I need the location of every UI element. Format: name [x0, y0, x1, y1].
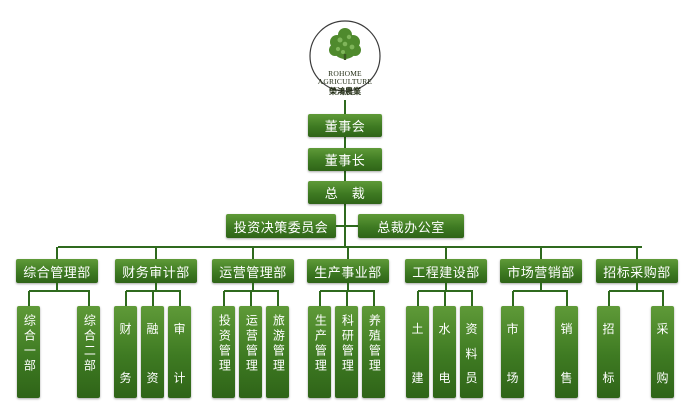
president-box: 总 裁: [308, 181, 382, 204]
unit-label: 财务: [119, 322, 132, 385]
connector-unit-4-1: [318, 291, 321, 306]
unit-box-5-3: 资料员: [460, 306, 483, 398]
unit-label: 审计: [173, 322, 186, 385]
unit-box-4-2: 科研管理: [335, 306, 358, 398]
unit-box-6-2: 销售: [555, 306, 578, 398]
connector-dept-units-6: [540, 283, 542, 291]
connector-bus-dept-2: [155, 247, 157, 259]
unit-box-3-3: 旅游管理: [266, 306, 289, 398]
connector-dept-units-1: [56, 283, 58, 291]
connector-unit-4-2: [345, 291, 348, 306]
connector-bus-dept-7: [636, 247, 638, 259]
department-box-7: 招标采购部: [596, 259, 678, 283]
unit-label: 科研管理: [340, 314, 355, 374]
unit-box-1-1: 综合一部: [17, 306, 40, 398]
unit-label: 市场: [506, 322, 519, 385]
chairman-box: 董事长: [308, 148, 382, 171]
unit-label: 融资: [146, 322, 159, 385]
connector-unit-3-1: [222, 291, 225, 306]
connector-board-chairman: [344, 137, 346, 148]
company-logo: [309, 20, 381, 92]
connector-unit-6-2: [565, 291, 568, 306]
connector-dept-units-4: [347, 283, 349, 291]
unit-box-5-1: 土建: [406, 306, 429, 398]
connector-unit-6-1: [511, 291, 514, 306]
unit-label: 销售: [560, 322, 573, 385]
unit-label: 资料员: [465, 322, 478, 385]
connector-unit-2-1: [124, 291, 127, 306]
connector-bus-dept-3: [252, 247, 254, 259]
unit-bus-6: [512, 290, 568, 292]
connector-unit-2-2: [151, 291, 154, 306]
unit-label: 养殖管理: [367, 314, 382, 374]
connector-unit-1-1: [27, 291, 30, 306]
connector-unit-2-3: [178, 291, 181, 306]
department-box-1: 综合管理部: [16, 259, 98, 283]
unit-label: 土建: [411, 322, 424, 385]
department-bus: [58, 246, 642, 248]
unit-label: 水电: [438, 322, 451, 385]
connector-committee-office: [336, 225, 358, 227]
connector-bus-dept-6: [540, 247, 542, 259]
unit-label: 运营管理: [244, 314, 259, 374]
connector-chairman-president: [344, 171, 346, 181]
logo-chinese-name: 榮鴻農業: [329, 87, 361, 96]
unit-box-5-2: 水电: [433, 306, 456, 398]
unit-label: 旅游管理: [271, 314, 286, 374]
connector-unit-3-2: [249, 291, 252, 306]
connector-unit-5-3: [470, 291, 473, 306]
board-box: 董事会: [308, 114, 382, 137]
unit-box-3-2: 运营管理: [239, 306, 262, 398]
connector-unit-3-3: [276, 291, 279, 306]
unit-box-3-1: 投资管理: [212, 306, 235, 398]
unit-box-4-3: 养殖管理: [362, 306, 385, 398]
department-box-4: 生产事业部: [307, 259, 389, 283]
connector-unit-7-2: [661, 291, 664, 306]
unit-label: 采购: [656, 322, 669, 385]
connector-logo-board: [344, 100, 346, 114]
connector-unit-5-2: [443, 291, 446, 306]
connector-unit-7-1: [607, 291, 610, 306]
investment-committee-box: 投资决策委员会: [226, 214, 336, 238]
department-box-6: 市场营销部: [500, 259, 582, 283]
unit-label: 综合二部: [82, 314, 97, 374]
connector-bus-dept-5: [445, 247, 447, 259]
connector-bus-dept-1: [56, 247, 58, 259]
department-box-3: 运营管理部: [212, 259, 294, 283]
connector-unit-1-2: [87, 291, 90, 306]
president-office-box: 总裁办公室: [358, 214, 464, 238]
unit-label: 投资管理: [217, 314, 232, 374]
unit-box-2-1: 财务: [114, 306, 137, 398]
unit-box-7-1: 招标: [597, 306, 620, 398]
unit-bus-1: [28, 290, 90, 292]
department-box-2: 财务审计部: [115, 259, 197, 283]
connector-dept-units-7: [636, 283, 638, 291]
connector-unit-5-1: [416, 291, 419, 306]
connector-unit-4-3: [372, 291, 375, 306]
unit-label: 综合一部: [22, 314, 37, 374]
connector-dept-units-5: [445, 283, 447, 291]
unit-bus-7: [608, 290, 664, 292]
connector-dept-units-2: [155, 283, 157, 291]
connector-dept-units-3: [252, 283, 254, 291]
department-box-5: 工程建设部: [405, 259, 487, 283]
unit-label: 生产管理: [313, 314, 328, 374]
connector-bus-dept-4: [347, 247, 349, 259]
unit-box-6-1: 市场: [501, 306, 524, 398]
unit-box-7-2: 采购: [651, 306, 674, 398]
unit-box-1-2: 综合二部: [77, 306, 100, 398]
unit-label: 招标: [602, 322, 615, 385]
logo-wordmark: ROHOME AGRICULTURE: [317, 69, 373, 86]
unit-box-2-3: 审计: [168, 306, 191, 398]
unit-box-4-1: 生产管理: [308, 306, 331, 398]
unit-box-2-2: 融资: [141, 306, 164, 398]
